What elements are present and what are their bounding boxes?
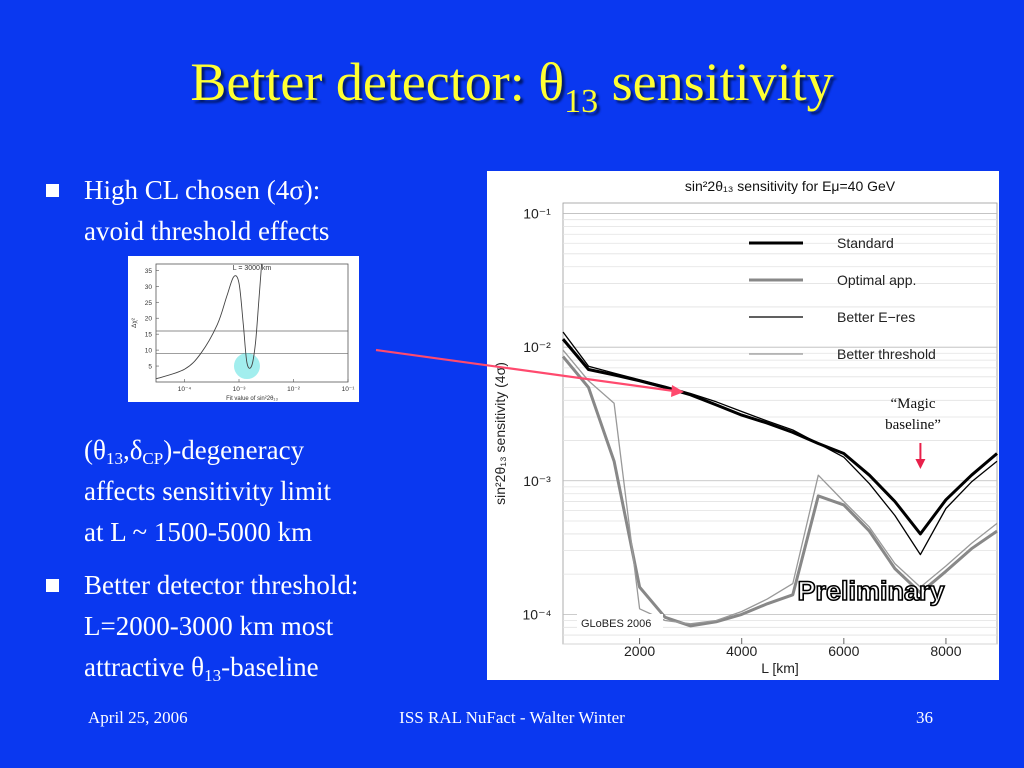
y-tick-label: 10⁻² <box>523 339 551 355</box>
inset-x-label: Fit value of sin²2θ₁₃ <box>226 396 278 402</box>
x-tick-label: 8000 <box>930 643 961 659</box>
legend-label-3: Better threshold <box>837 346 936 362</box>
inset-x-tick-label: 10⁻⁴ <box>178 386 192 393</box>
inset-x-tick-label: 10⁻¹ <box>342 386 356 393</box>
x-tick-label: 2000 <box>624 643 655 659</box>
inset-chart-panel: L = 3000 km 5 10 15 20 25 30 35 10⁻⁴ 10⁻³ 10⁻² 10⁻¹… <box>128 256 359 402</box>
inset-y-tick-label: 20 <box>145 316 153 323</box>
inset-y-tick-label: 30 <box>145 284 153 291</box>
y-tick-label: 10⁻³ <box>523 473 551 489</box>
series-line-1 <box>561 355 998 628</box>
inset-y-tick-label: 10 <box>145 348 153 355</box>
legend-label-0: Standard <box>837 235 894 251</box>
magic-baseline-label: baseline” <box>885 417 941 433</box>
bullet-marker <box>46 579 59 592</box>
magic-baseline-label: “Magic <box>891 396 936 412</box>
degeneracy-line2: affects sensitivity limit <box>84 476 331 506</box>
degeneracy-line3: at L ~ 1500-5000 km <box>84 517 313 547</box>
y-axis-label: sin²2θ₁₃ sensitivity (4σ) <box>492 362 508 505</box>
sensitivity-chart: 10⁻¹ 10⁻² 10⁻³ 10⁻⁴ 2000 4000 6000 8000 L [km] si… <box>492 178 998 676</box>
bullet-cl: High CL chosen (4σ): avoid threshold eff… <box>40 170 480 553</box>
magic-baseline-arrowhead <box>915 459 926 469</box>
legend-label-2: Better E−res <box>837 309 915 325</box>
inset-minimum-highlight <box>233 353 260 380</box>
inset-title: L = 3000 km <box>233 265 272 272</box>
inset-y-tick-label: 5 <box>148 364 152 371</box>
x-tick-label: 6000 <box>828 643 859 659</box>
inset-y-label: Δχ² <box>131 317 138 328</box>
slide-title: Better detector: θ13 sensitivity <box>190 52 834 120</box>
inset-y-tick-label: 25 <box>145 300 153 307</box>
source-label-bg <box>577 614 663 632</box>
bullet-list: High CL chosen (4σ): avoid threshold eff… <box>40 170 480 688</box>
inset-chi2-curve <box>155 263 263 380</box>
legend-label-1: Optimal app. <box>837 272 916 288</box>
footer-date: April 25, 2006 <box>88 708 188 727</box>
inset-x-tick-label: 10⁻³ <box>233 386 247 393</box>
y-tick-label: 10⁻⁴ <box>523 606 552 622</box>
inset-y-tick-label: 35 <box>145 268 153 275</box>
source-label: GLoBES 2006 <box>581 618 651 630</box>
bullet-cl-line1: High CL chosen (4σ): <box>84 175 321 205</box>
inset-y-tick-label: 15 <box>145 332 153 339</box>
degeneracy-line1: (θ13,δCP)-degeneracy <box>84 435 305 468</box>
bullet-threshold-line2: L=2000-3000 km most <box>84 611 334 641</box>
footer-center: ISS RAL NuFact - Walter Winter <box>399 708 625 727</box>
main-chart-panel: 10⁻¹ 10⁻² 10⁻³ 10⁻⁴ 2000 4000 6000 8000 L [km] si… <box>487 171 999 680</box>
bullet-threshold-line3: attractive θ13-baseline <box>84 652 319 685</box>
x-axis-label: L [km] <box>761 660 799 676</box>
footer-page-number: 36 <box>916 708 933 727</box>
series-line-3 <box>562 349 998 625</box>
preliminary-stamp: Preliminary <box>797 576 944 606</box>
bullet-threshold: Better detector threshold: L=2000-3000 k… <box>40 565 480 688</box>
bullet-threshold-line1: Better detector threshold: <box>84 570 359 600</box>
chart-title: sin²2θ₁₃ sensitivity for Eμ=40 GeV <box>685 178 896 194</box>
inset-chart: L = 3000 km 5 10 15 20 25 30 35 10⁻⁴ 10⁻³ 10⁻² 10⁻¹… <box>131 263 356 402</box>
inset-x-tick-label: 10⁻² <box>287 386 301 393</box>
y-tick-label: 10⁻¹ <box>523 206 551 222</box>
x-tick-label: 4000 <box>726 643 757 659</box>
bullet-marker <box>46 184 59 197</box>
bullet-cl-line2: avoid threshold effects <box>84 216 330 246</box>
